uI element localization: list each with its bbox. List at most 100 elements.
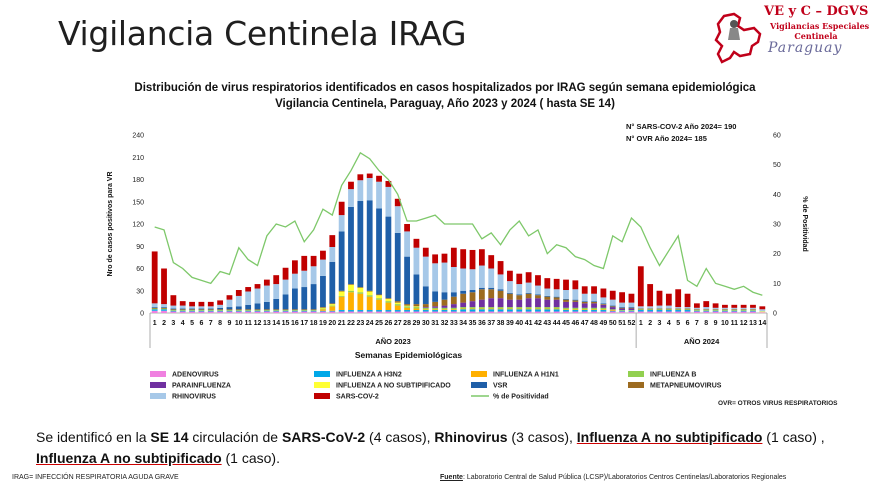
- bar-segment: [591, 311, 597, 313]
- legend-label: PARAINFLUENZA: [172, 383, 231, 390]
- legend-swatch: [314, 371, 330, 377]
- bar-segment: [422, 256, 429, 287]
- bar-segment: [637, 309, 644, 311]
- x-tick-label: 10: [235, 320, 243, 327]
- bar-segment: [460, 290, 467, 294]
- bar-segment: [254, 288, 261, 304]
- bar-segment: [656, 308, 663, 310]
- bar-segment: [609, 310, 616, 311]
- bar-segment: [507, 281, 513, 293]
- bar-segment: [469, 301, 476, 308]
- bar-segment: [432, 291, 439, 302]
- bar-segment: [292, 309, 298, 311]
- bar-segment: [161, 308, 167, 310]
- bar-segment: [422, 307, 429, 308]
- bar-segment: [348, 206, 354, 285]
- bar-segment: [535, 298, 541, 308]
- bar-segment: [432, 307, 439, 310]
- y2-tick-label: 50: [773, 162, 781, 169]
- logo-country: Paraguay: [768, 40, 843, 56]
- bar-segment: [619, 311, 625, 313]
- bar-segment: [478, 311, 485, 313]
- bar-segment: [385, 186, 392, 217]
- bar-segment: [394, 305, 401, 311]
- bar-segment: [189, 308, 195, 310]
- bar-segment: [609, 305, 616, 307]
- bar-segment: [376, 181, 382, 209]
- bar-segment: [320, 307, 326, 308]
- bar-segment: [516, 284, 523, 295]
- y2-axis-title: % de Positividad: [801, 196, 808, 252]
- bar-segment: [647, 306, 654, 309]
- summary-part: Se identificó en la: [36, 429, 151, 445]
- legend-swatch: [314, 393, 330, 399]
- bar-segment: [572, 300, 579, 302]
- bar-segment: [665, 293, 672, 306]
- bar-segment: [273, 298, 280, 310]
- bar-segment: [488, 289, 495, 299]
- x-tick-label: 28: [403, 320, 411, 327]
- bar-segment: [731, 304, 738, 308]
- bar-segment: [161, 307, 167, 309]
- bar-segment: [591, 303, 597, 308]
- bar-segment: [245, 311, 252, 313]
- bar-segment: [478, 309, 485, 312]
- bar-segment: [703, 310, 710, 311]
- bar-segment: [404, 224, 410, 232]
- bar-segment: [366, 310, 373, 312]
- y2-tick-label: 0: [773, 311, 777, 318]
- bar-segment: [301, 310, 308, 312]
- x-tick-label: 14: [758, 320, 766, 327]
- bar-segment: [245, 304, 252, 310]
- bar-segment: [609, 299, 616, 306]
- x-tick-label: 52: [628, 320, 636, 327]
- bar-segment: [507, 270, 513, 282]
- x-tick-label: 25: [375, 320, 383, 327]
- bar-segment: [525, 298, 532, 308]
- bar-segment: [563, 307, 569, 310]
- bar-segment: [432, 254, 439, 264]
- bar-segment: [189, 309, 195, 311]
- bar-segment: [394, 232, 401, 302]
- x-tick-label: 36: [478, 320, 486, 327]
- x-tick-label: 8: [704, 320, 708, 327]
- bar-segment: [170, 295, 177, 306]
- bar-segment: [441, 311, 448, 313]
- bar-segment: [385, 216, 392, 299]
- bar-segment: [366, 200, 373, 291]
- bar-segment: [460, 249, 467, 269]
- bar-segment: [376, 175, 382, 182]
- bar-segment: [310, 311, 317, 313]
- x-tick-label: 6: [199, 320, 203, 327]
- bar-segment: [619, 307, 625, 308]
- bar-segment: [591, 309, 597, 311]
- bar-segment: [609, 306, 616, 308]
- bar-segment: [553, 311, 560, 313]
- bar-segment: [553, 299, 560, 308]
- x-tick-label: 14: [272, 320, 280, 327]
- bar-segment: [245, 309, 252, 311]
- bar-segment: [179, 310, 186, 312]
- bar-segment: [385, 298, 392, 302]
- bar-segment: [750, 310, 756, 311]
- bar-segment: [488, 309, 495, 312]
- y-tick-label: 60: [136, 266, 144, 273]
- x-tick-label: 32: [441, 320, 449, 327]
- bar-segment: [301, 270, 308, 288]
- bar-segment: [254, 310, 261, 312]
- bar-segment: [422, 309, 429, 311]
- x-tick-label: 18: [310, 320, 318, 327]
- bar-segment: [310, 266, 317, 285]
- bar-segment: [394, 304, 401, 306]
- bar-segment: [263, 310, 270, 311]
- bar-segment: [684, 311, 691, 313]
- x-tick-label: 17: [300, 320, 308, 327]
- bar-segment: [217, 310, 224, 311]
- bar-segment: [179, 301, 186, 306]
- legend-swatch: [150, 393, 166, 399]
- bar-segment: [329, 306, 336, 311]
- bar-segment: [198, 308, 205, 310]
- x-tick-label: 16: [291, 320, 299, 327]
- bar-segment: [432, 301, 439, 307]
- x-tick-label: 2: [648, 320, 652, 327]
